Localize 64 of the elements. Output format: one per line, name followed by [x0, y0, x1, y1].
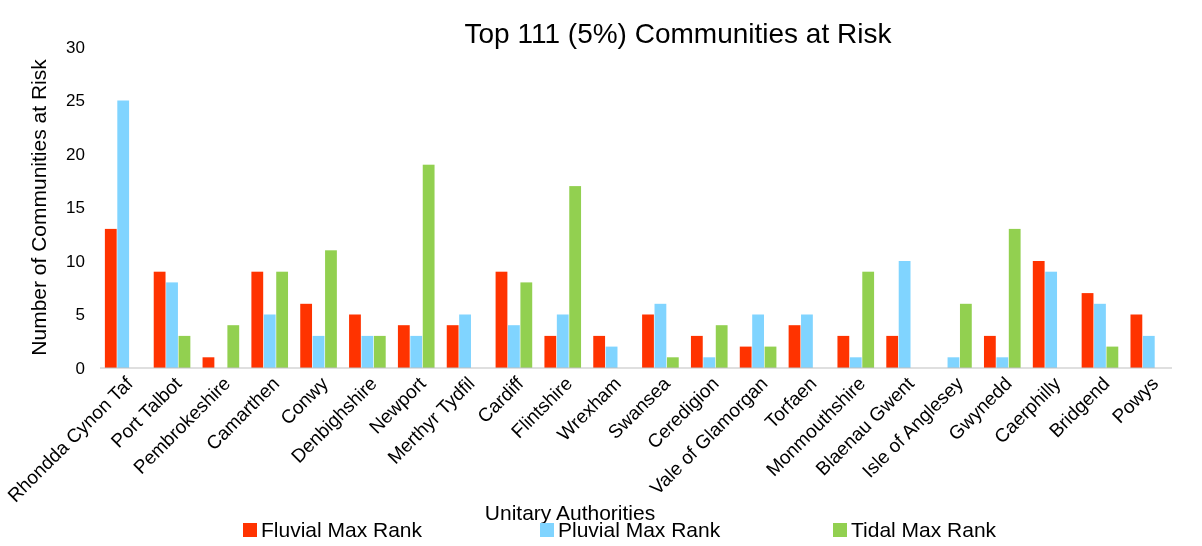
bar — [886, 335, 899, 368]
bar — [276, 271, 289, 368]
bar — [117, 100, 130, 368]
bar — [1130, 314, 1143, 368]
bar — [263, 314, 276, 368]
bar — [862, 271, 875, 368]
bar — [1081, 293, 1094, 368]
bar — [959, 303, 972, 368]
bar — [410, 335, 423, 368]
bar — [752, 314, 764, 368]
bar — [227, 325, 240, 368]
bar — [166, 282, 178, 368]
y-tick-label: 20 — [66, 144, 85, 164]
bar — [703, 357, 716, 368]
bar — [1032, 261, 1045, 368]
bar — [349, 314, 361, 368]
bar — [1045, 271, 1058, 368]
bar — [104, 228, 117, 368]
bar — [1094, 303, 1106, 368]
bar — [495, 271, 508, 368]
bar — [312, 335, 325, 368]
bar — [520, 282, 533, 368]
bar — [300, 303, 313, 368]
bar — [642, 314, 654, 368]
y-tick-label: 30 — [66, 37, 85, 57]
bar — [983, 335, 996, 368]
bar — [325, 250, 337, 368]
bar — [666, 357, 679, 368]
bar — [1008, 228, 1021, 368]
legend-label: Fluvial Max Rank — [261, 518, 423, 541]
y-tick-label: 5 — [75, 305, 85, 325]
bar — [178, 335, 191, 368]
bar — [446, 325, 459, 368]
bar — [898, 261, 911, 368]
y-tick-label: 25 — [66, 91, 85, 111]
bar — [508, 325, 520, 368]
bar — [690, 335, 703, 368]
bar — [593, 335, 606, 368]
bar — [996, 357, 1009, 368]
bar — [837, 335, 850, 368]
bar — [422, 164, 435, 368]
bar — [544, 335, 557, 368]
y-tick-label: 15 — [66, 198, 85, 218]
bar — [1106, 346, 1119, 368]
bar — [1142, 335, 1155, 368]
bar — [556, 314, 569, 368]
bar — [654, 303, 667, 368]
bar — [251, 271, 264, 368]
bar — [849, 357, 862, 368]
bar — [459, 314, 471, 368]
chart-title: Top 111 (5%) Communities at Risk — [464, 18, 893, 49]
bar — [801, 314, 813, 368]
bar — [153, 271, 166, 368]
bar — [788, 325, 801, 368]
bar — [715, 325, 728, 368]
bar — [361, 335, 374, 368]
legend-label: Tidal Max Rank — [851, 518, 997, 541]
bar — [373, 335, 386, 368]
bar — [397, 325, 410, 368]
bar — [739, 346, 752, 368]
y-axis-title: Number of Communities at Risk — [27, 58, 50, 356]
bar — [569, 186, 582, 368]
y-tick-label: 0 — [75, 358, 85, 378]
y-tick-label: 10 — [66, 251, 85, 271]
